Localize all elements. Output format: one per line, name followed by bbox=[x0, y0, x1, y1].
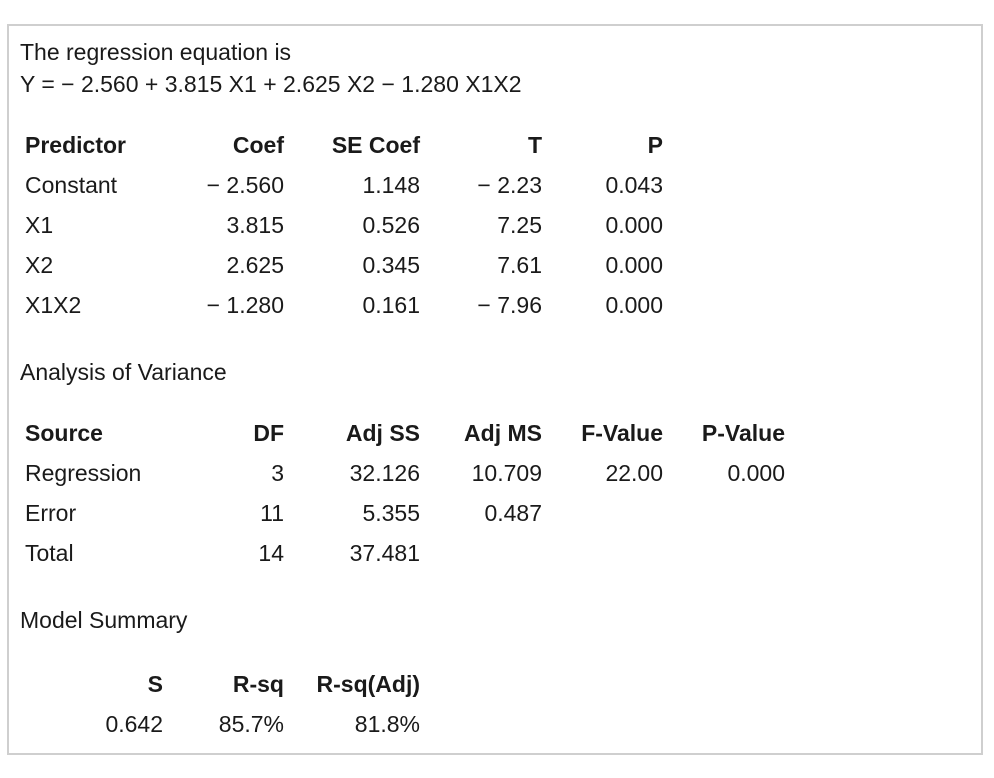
f-value-cell bbox=[542, 533, 663, 573]
coef-cell: − 1.280 bbox=[206, 292, 284, 318]
p-value-cell bbox=[663, 533, 785, 573]
column-header: T bbox=[527, 132, 542, 158]
table-header-row: Source DF Adj SS Adj MS F-Value P-Value bbox=[25, 413, 785, 453]
table-header-row: S R-sq R-sq(Adj) bbox=[25, 664, 420, 704]
anova-table: Source DF Adj SS Adj MS F-Value P-Value … bbox=[25, 413, 785, 573]
p-cell: 0.000 bbox=[605, 212, 663, 238]
source-cell: Regression bbox=[25, 460, 142, 486]
adj-ms-cell bbox=[420, 533, 542, 573]
p-value-cell bbox=[663, 493, 785, 533]
table-header-row: Predictor Coef SE Coef T P bbox=[25, 125, 663, 165]
model-summary-title: Model Summary bbox=[20, 607, 188, 633]
column-header: Source bbox=[25, 420, 103, 446]
table-row: Regression 3 32.126 10.709 22.00 0.000 bbox=[25, 453, 785, 493]
table-row: 0.642 85.7% 81.8% bbox=[25, 704, 420, 744]
t-cell: 7.25 bbox=[497, 212, 542, 238]
p-cell: 0.000 bbox=[605, 252, 663, 278]
p-cell: 0.000 bbox=[605, 292, 663, 318]
adj-ms-cell: 0.487 bbox=[484, 500, 542, 526]
source-cell: Error bbox=[25, 500, 77, 526]
coef-cell: 2.625 bbox=[226, 252, 284, 278]
equation-heading: The regression equation is bbox=[20, 39, 292, 65]
column-header: S bbox=[147, 671, 163, 697]
t-cell: 7.61 bbox=[497, 252, 542, 278]
source-cell: Total bbox=[25, 540, 74, 566]
df-cell: 3 bbox=[271, 460, 284, 486]
adj-ss-cell: 5.355 bbox=[362, 500, 420, 526]
f-value-cell: 22.00 bbox=[605, 460, 663, 486]
column-header: SE Coef bbox=[331, 132, 420, 158]
coefficients-table: Predictor Coef SE Coef T P Constant − 2.… bbox=[25, 125, 663, 325]
adj-ss-cell: 37.481 bbox=[349, 540, 420, 566]
coef-cell: 3.815 bbox=[226, 212, 284, 238]
predictor-cell: X1 bbox=[25, 212, 54, 238]
adj-ms-cell: 10.709 bbox=[471, 460, 542, 486]
column-header: R-sq(Adj) bbox=[316, 671, 420, 697]
regression-output-panel: The regression equation is Y = − 2.560 +… bbox=[7, 24, 983, 755]
r-sq-adj-cell: 81.8% bbox=[354, 711, 420, 737]
column-header: Adj SS bbox=[345, 420, 420, 446]
column-header: Coef bbox=[232, 132, 284, 158]
t-cell: − 7.96 bbox=[477, 292, 542, 318]
p-value-cell: 0.000 bbox=[727, 460, 785, 486]
predictor-cell: X2 bbox=[25, 252, 54, 278]
f-value-cell bbox=[542, 493, 663, 533]
column-header: Adj MS bbox=[464, 420, 542, 446]
df-cell: 14 bbox=[258, 540, 284, 566]
regression-equation: Y = − 2.560 + 3.815 X1 + 2.625 X2 − 1.28… bbox=[20, 71, 522, 97]
coef-cell: − 2.560 bbox=[206, 172, 284, 198]
model-summary-table: S R-sq R-sq(Adj) 0.642 85.7% 81.8% bbox=[25, 664, 420, 744]
se-coef-cell: 1.148 bbox=[362, 172, 420, 198]
column-header: Predictor bbox=[25, 132, 126, 158]
predictor-cell: X1X2 bbox=[25, 292, 82, 318]
table-row: Total 14 37.481 bbox=[25, 533, 785, 573]
df-cell: 11 bbox=[260, 500, 284, 526]
p-cell: 0.043 bbox=[605, 172, 663, 198]
r-sq-cell: 85.7% bbox=[218, 711, 284, 737]
table-row: Error 11 5.355 0.487 bbox=[25, 493, 785, 533]
predictor-cell: Constant bbox=[25, 172, 118, 198]
se-coef-cell: 0.526 bbox=[362, 212, 420, 238]
column-header: DF bbox=[253, 420, 284, 446]
s-cell: 0.642 bbox=[105, 711, 163, 737]
anova-title: Analysis of Variance bbox=[20, 359, 227, 385]
table-row: X1 3.815 0.526 7.25 0.000 bbox=[25, 205, 663, 245]
column-header: R-sq bbox=[232, 671, 284, 697]
se-coef-cell: 0.161 bbox=[362, 292, 420, 318]
table-row: X1X2 − 1.280 0.161 − 7.96 0.000 bbox=[25, 285, 663, 325]
t-cell: − 2.23 bbox=[477, 172, 542, 198]
se-coef-cell: 0.345 bbox=[362, 252, 420, 278]
column-header: P-Value bbox=[701, 420, 785, 446]
table-row: Constant − 2.560 1.148 − 2.23 0.043 bbox=[25, 165, 663, 205]
column-header: F-Value bbox=[581, 420, 663, 446]
adj-ss-cell: 32.126 bbox=[349, 460, 420, 486]
column-header: P bbox=[647, 132, 663, 158]
table-row: X2 2.625 0.345 7.61 0.000 bbox=[25, 245, 663, 285]
